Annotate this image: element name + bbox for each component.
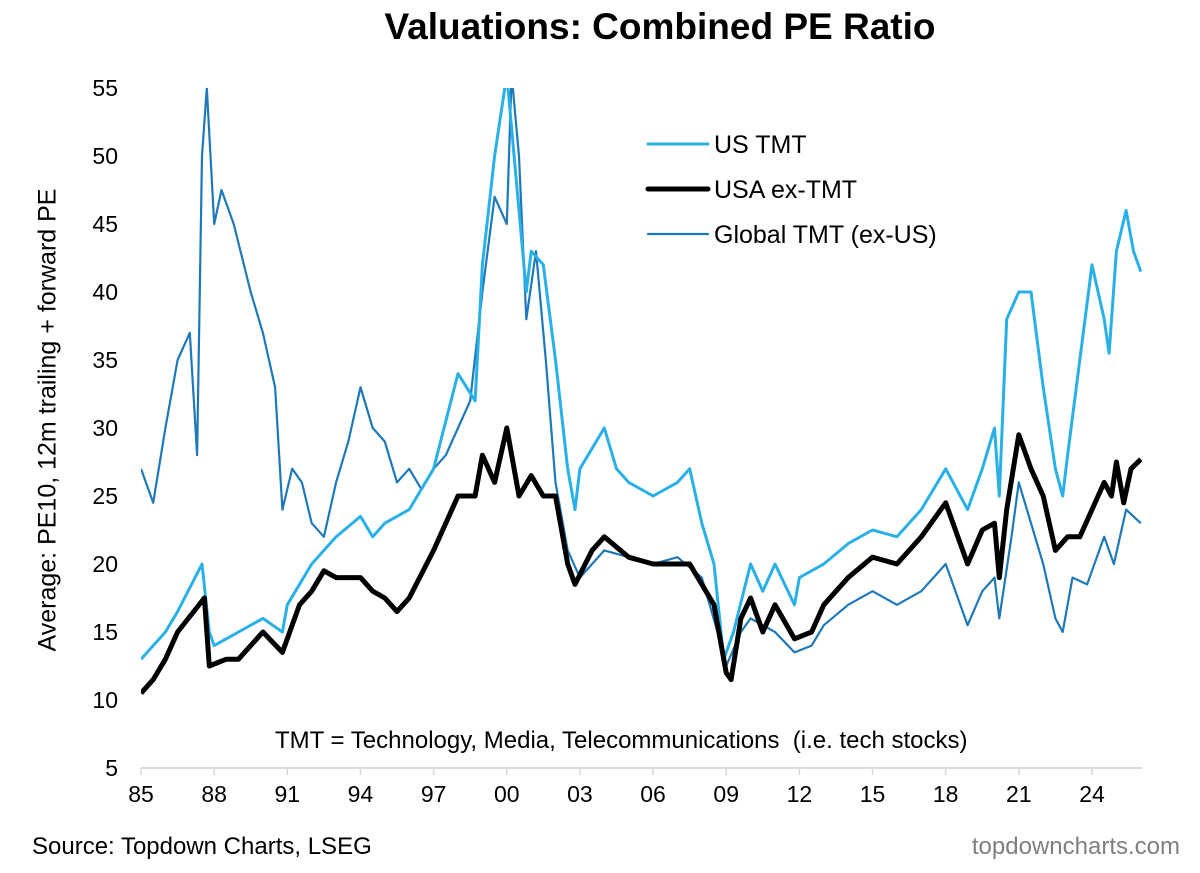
x-tick-label: 24: [1079, 781, 1105, 807]
y-tick-label: 5: [105, 755, 118, 781]
y-tick-label: 30: [92, 415, 118, 441]
x-tick-label: 88: [201, 781, 227, 807]
x-tick-label: 97: [421, 781, 447, 807]
legend-label: Global TMT (ex-US): [714, 221, 937, 249]
y-tick-label: 50: [92, 143, 118, 169]
y-tick-label: 15: [92, 619, 118, 645]
x-tick-label: 15: [860, 781, 886, 807]
x-tick-label: 09: [713, 781, 739, 807]
x-tick-label: 91: [275, 781, 301, 807]
y-tick-label: 45: [92, 211, 118, 237]
legend-label: USA ex-TMT: [714, 176, 857, 204]
chart-title: Valuations: Combined PE Ratio: [384, 6, 936, 47]
legend-label: US TMT: [714, 131, 807, 159]
x-tick-label: 12: [787, 781, 813, 807]
x-tick-label: 21: [1006, 781, 1032, 807]
x-tick-label: 06: [640, 781, 666, 807]
y-tick-label: 10: [92, 687, 118, 713]
series-line-us-tmt: [141, 88, 1142, 661]
x-tick-label: 03: [567, 781, 593, 807]
y-tick-label: 35: [92, 347, 118, 373]
x-tick-label: 85: [128, 781, 154, 807]
x-tick-label: 18: [933, 781, 959, 807]
website-credit: topdowncharts.com: [971, 833, 1180, 860]
series-line-usa-ex-tmt: [141, 425, 1142, 695]
y-tick-label: 20: [92, 551, 118, 577]
annotation: TMT = Technology, Media, Telecommunicati…: [275, 727, 968, 754]
y-tick-label: 55: [92, 75, 118, 101]
y-tick-label: 40: [92, 279, 118, 305]
y-tick-label: 25: [92, 483, 118, 509]
x-tick-label: 00: [494, 781, 520, 807]
series-line-global-tmt-ex-us-: [141, 88, 1142, 668]
source-note: Source: Topdown Charts, LSEG: [32, 833, 372, 860]
x-tick-label: 94: [348, 781, 374, 807]
